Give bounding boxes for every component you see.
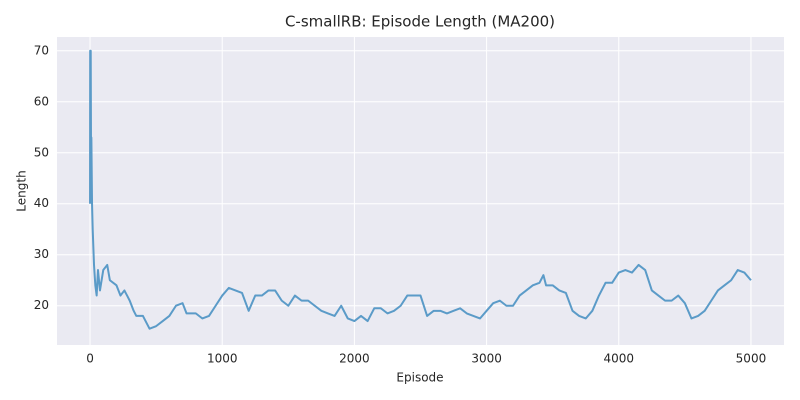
- x-tick-label: 4000: [603, 352, 634, 366]
- x-tick-label: 2000: [339, 352, 370, 366]
- y-tick-label: 60: [34, 94, 49, 108]
- x-tick-label: 3000: [471, 352, 502, 366]
- x-tick-label: 1000: [207, 352, 238, 366]
- y-tick-label: 30: [34, 247, 49, 261]
- plot-area: [57, 37, 784, 345]
- x-tick-label: 5000: [736, 352, 767, 366]
- y-tick-label: 70: [34, 43, 49, 57]
- y-tick-label: 40: [34, 196, 49, 210]
- y-tick-label: 20: [34, 298, 49, 312]
- data-line: [89, 49, 752, 330]
- y-tick-label: 50: [34, 145, 49, 159]
- chart-title: C-smallRB: Episode Length (MA200): [285, 13, 555, 31]
- x-tick-label: 0: [86, 352, 94, 366]
- x-axis-label: Episode: [396, 371, 443, 385]
- y-axis-label: Length: [15, 170, 29, 211]
